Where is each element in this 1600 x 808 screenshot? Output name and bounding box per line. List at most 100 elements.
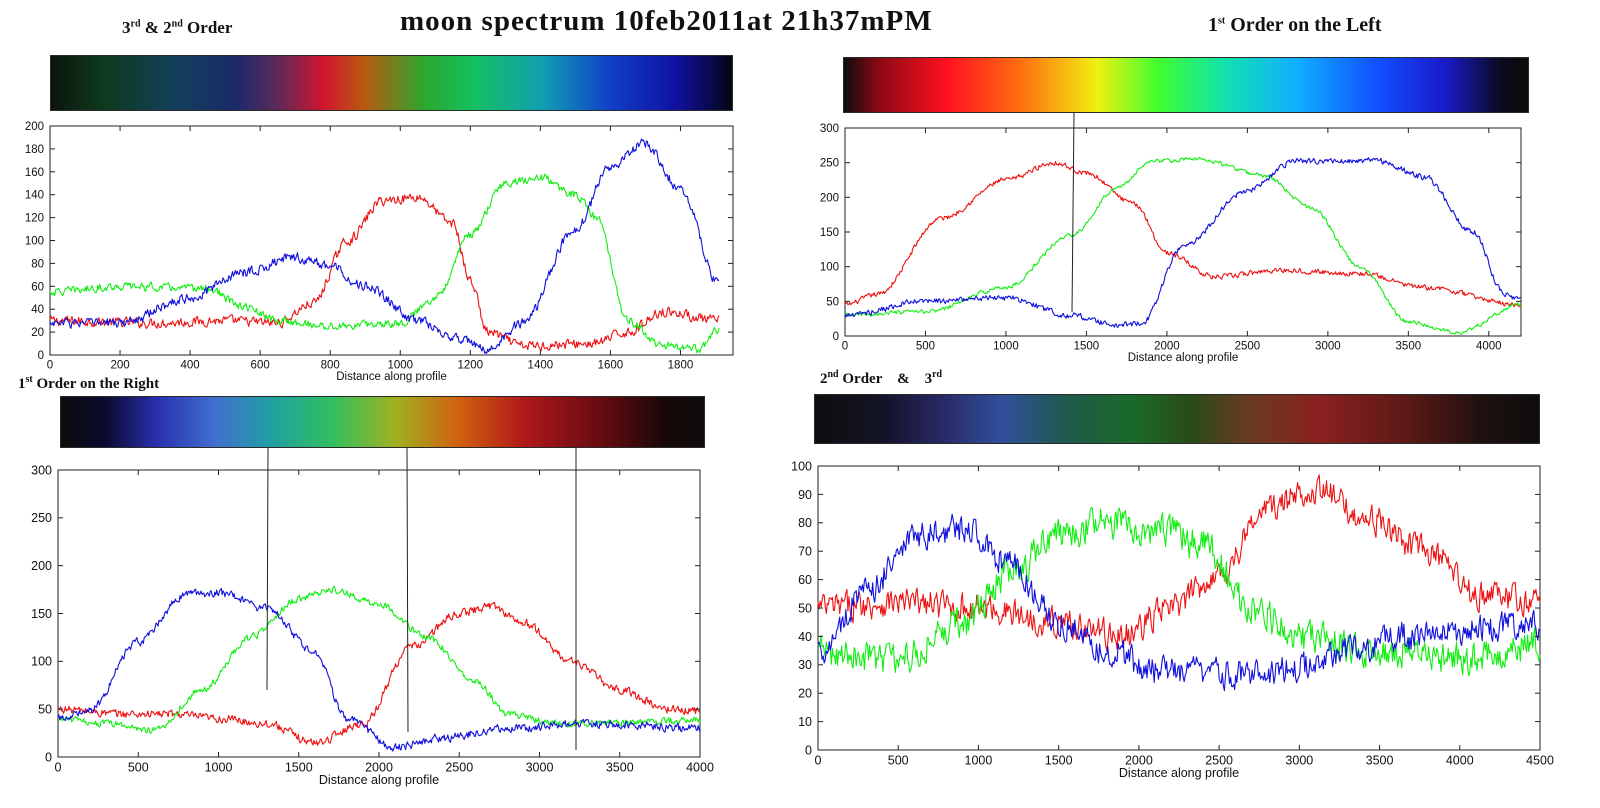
label-top-right: 1st Order on the Left xyxy=(1208,14,1382,36)
x-tick-label: 0 xyxy=(47,360,53,372)
y-tick-label: 300 xyxy=(31,463,52,477)
y-tick-label: 200 xyxy=(820,192,839,204)
spectrum-strip-3rd-2nd xyxy=(50,55,733,111)
page-title: moon spectrum 10feb2011at 21h37mPM xyxy=(400,5,933,37)
x-tick-label: 3000 xyxy=(526,761,554,775)
y-tick-label: 60 xyxy=(31,281,44,293)
y-tick-label: 0 xyxy=(38,350,44,362)
y-tick-label: 50 xyxy=(826,296,839,308)
x-tick-label: 1000 xyxy=(965,754,993,768)
y-tick-label: 20 xyxy=(31,327,44,339)
x-tick-label: 3000 xyxy=(1285,754,1313,768)
y-tick-label: 180 xyxy=(25,144,44,156)
series-line-blue xyxy=(57,587,701,752)
y-tick-label: 50 xyxy=(38,703,52,717)
x-tick-label: 1200 xyxy=(458,360,484,372)
x-tick-label: 3500 xyxy=(606,761,634,775)
series-line-red xyxy=(844,161,1522,308)
chart-2nd-3rd-order: 0 500 1000 1500 2000 2500 3000 3500 4000 4500 0 10 2… xyxy=(791,459,1554,780)
alignment-markers xyxy=(266,112,1075,750)
x-tick-label: 2500 xyxy=(445,761,473,775)
x-tick-label: 1000 xyxy=(993,341,1019,353)
x-tick-label: 1000 xyxy=(387,360,413,372)
alignment-marker-line xyxy=(1071,112,1075,313)
series-line-green xyxy=(57,585,701,734)
x-tick-label: 1500 xyxy=(285,761,313,775)
y-tick-label: 0 xyxy=(805,743,812,757)
chart-3rd-2nd-order: 0 200 400 600 800 1000 1200 1400 1600 1800 0 20 40 60… xyxy=(25,121,734,383)
y-tick-label: 200 xyxy=(31,559,52,573)
x-tick-label: 1800 xyxy=(668,360,694,372)
series-line-red xyxy=(57,601,701,746)
x-tick-label: 1400 xyxy=(528,360,554,372)
y-tick-label: 10 xyxy=(798,715,812,729)
x-tick-label: 4000 xyxy=(1476,341,1502,353)
x-tick-label: 3000 xyxy=(1315,341,1341,353)
spectrum-strip-1st-right xyxy=(60,396,705,448)
x-axis-label: Distance along profile xyxy=(1128,352,1239,364)
y-tick-label: 160 xyxy=(25,167,44,179)
x-tick-label: 3500 xyxy=(1366,754,1394,768)
series-line-red xyxy=(817,474,1541,652)
y-tick-label: 250 xyxy=(820,158,839,170)
y-tick-label: 100 xyxy=(791,459,812,473)
x-tick-label: 3500 xyxy=(1396,341,1422,353)
plot-frame xyxy=(49,125,734,356)
x-tick-label: 2500 xyxy=(1205,754,1233,768)
chart-1st-order-left: 0 500 1000 1500 2000 2500 3000 3500 4000 0 50 100 15… xyxy=(820,123,1522,364)
label-bottom-left: 1st Order on the Right xyxy=(18,374,160,392)
y-tick-label: 20 xyxy=(798,687,812,701)
series-line-green xyxy=(49,173,720,354)
x-tick-label: 2000 xyxy=(1125,754,1153,768)
x-tick-label: 1500 xyxy=(1045,754,1073,768)
x-axis-label: Distance along profile xyxy=(1119,766,1239,780)
x-tick-label: 600 xyxy=(251,360,270,372)
x-tick-label: 4500 xyxy=(1526,754,1554,768)
x-tick-label: 2500 xyxy=(1235,341,1261,353)
y-tick-label: 80 xyxy=(31,258,44,270)
x-tick-label: 200 xyxy=(110,360,129,372)
y-tick-label: 120 xyxy=(25,213,44,225)
y-tick-label: 150 xyxy=(31,607,52,621)
spectrum-strip-1st-left xyxy=(843,57,1529,113)
x-tick-label: 0 xyxy=(815,754,822,768)
y-tick-label: 100 xyxy=(820,262,839,274)
x-tick-label: 800 xyxy=(321,360,340,372)
x-tick-label: 400 xyxy=(181,360,200,372)
x-tick-label: 0 xyxy=(842,341,848,353)
y-tick-label: 30 xyxy=(798,658,812,672)
y-tick-label: 70 xyxy=(798,545,812,559)
series-line-green xyxy=(817,506,1541,677)
x-tick-label: 0 xyxy=(55,761,62,775)
y-tick-label: 300 xyxy=(820,123,839,135)
y-tick-label: 50 xyxy=(798,601,812,615)
spectrum-strip-2nd-3rd xyxy=(814,394,1540,444)
x-tick-label: 1600 xyxy=(598,360,624,372)
y-tick-label: 0 xyxy=(45,750,52,764)
x-tick-label: 2000 xyxy=(365,761,393,775)
y-tick-label: 200 xyxy=(25,121,44,133)
series-line-red xyxy=(49,193,720,352)
y-tick-label: 40 xyxy=(31,304,44,316)
alignment-marker-line xyxy=(266,447,269,691)
x-axis-label: Distance along profile xyxy=(336,371,447,383)
y-tick-label: 140 xyxy=(25,190,44,202)
x-tick-label: 4000 xyxy=(686,761,714,775)
y-tick-label: 0 xyxy=(833,331,839,343)
label-bottom-right: 2nd Order & 3rd xyxy=(820,369,943,387)
series-line-blue xyxy=(817,513,1541,692)
y-tick-label: 40 xyxy=(798,630,812,644)
chart-1st-order-right: 0 500 1000 1500 2000 2500 3000 3500 4000 0 50 100 15… xyxy=(31,463,714,787)
x-axis-label: Distance along profile xyxy=(319,773,439,787)
y-tick-label: 250 xyxy=(31,511,52,525)
x-tick-label: 1500 xyxy=(1074,341,1100,353)
alignment-marker-line xyxy=(406,447,409,733)
x-tick-label: 1000 xyxy=(205,761,233,775)
y-tick-label: 60 xyxy=(798,573,812,587)
series-line-blue xyxy=(49,138,720,354)
series-line-green xyxy=(844,156,1522,335)
x-tick-label: 500 xyxy=(888,754,909,768)
y-tick-label: 100 xyxy=(31,655,52,669)
y-tick-label: 80 xyxy=(798,516,812,530)
